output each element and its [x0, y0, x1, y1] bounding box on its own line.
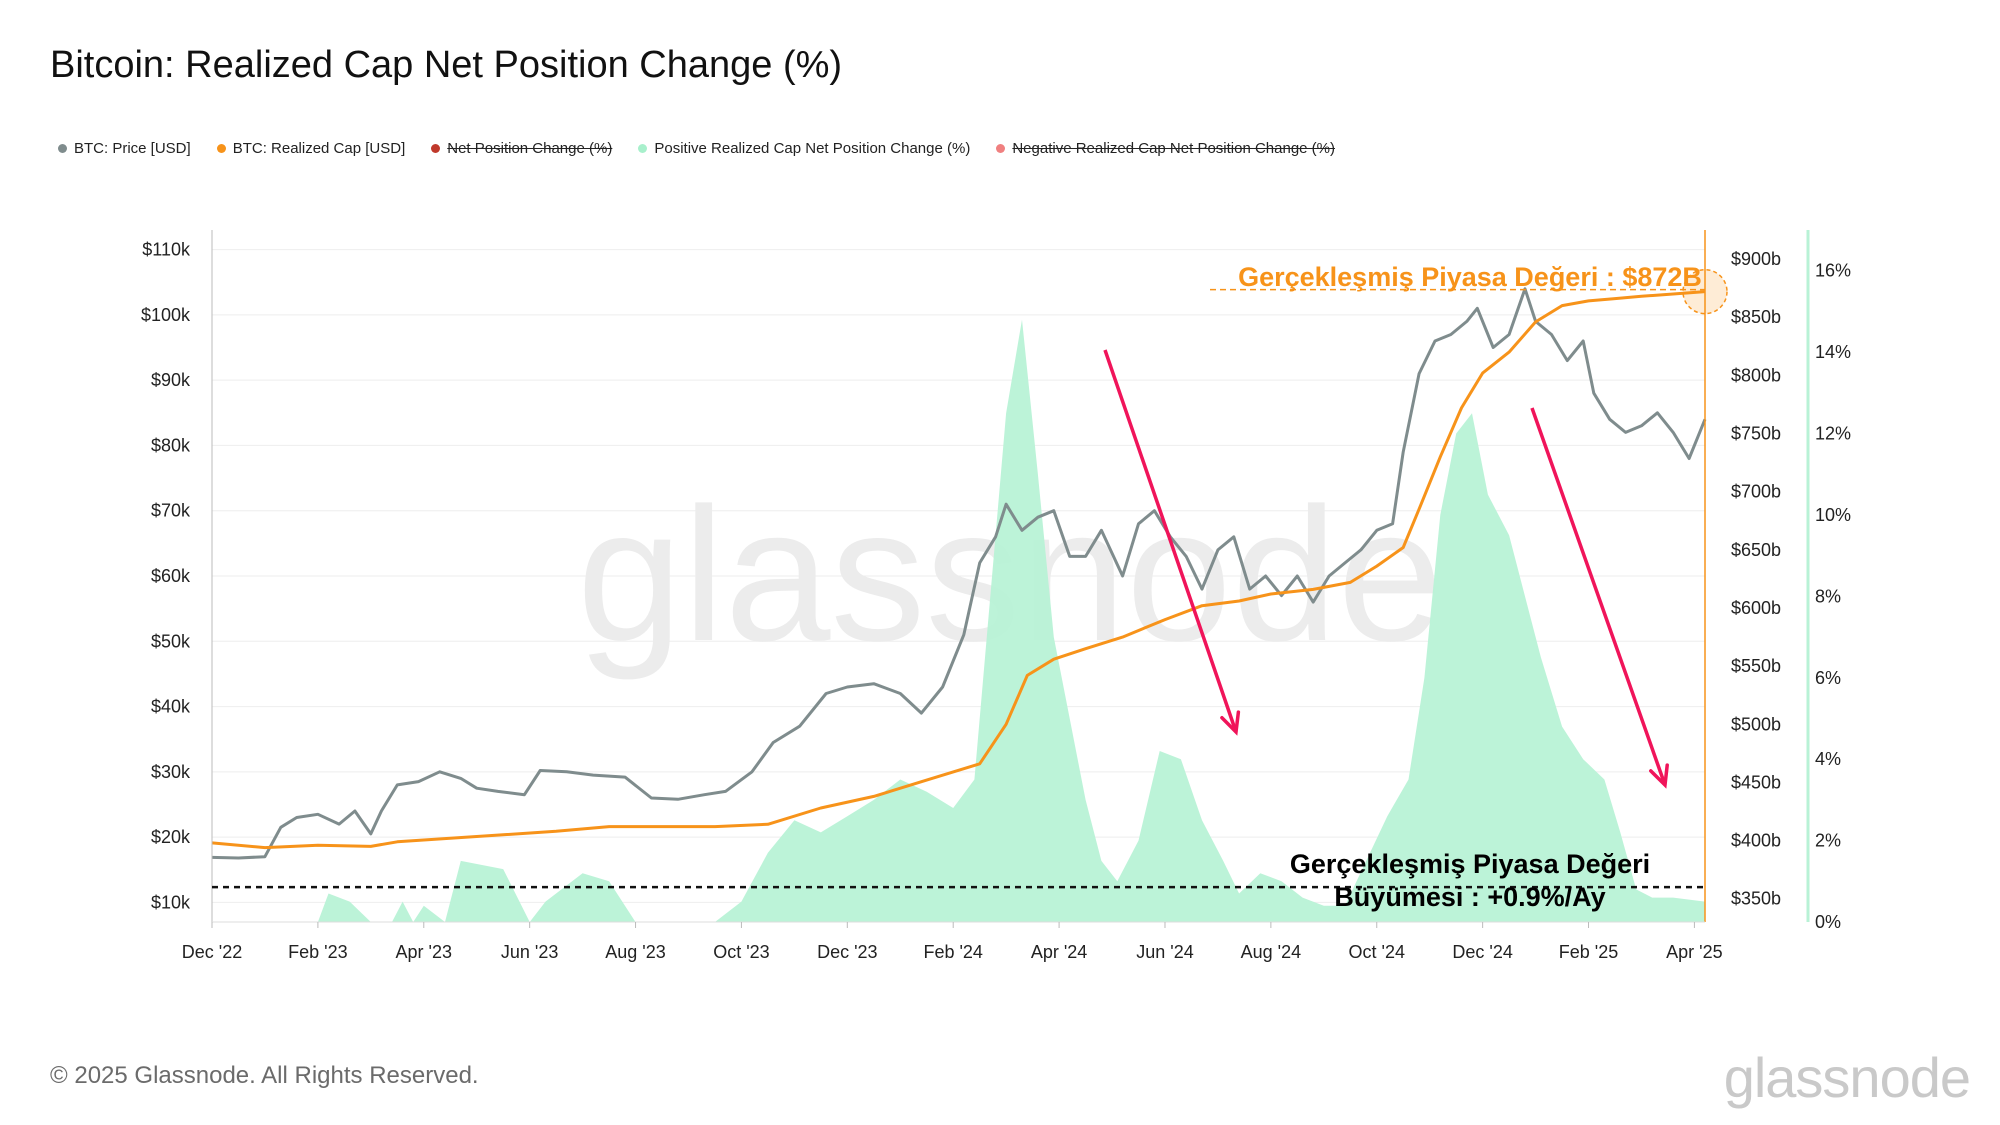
y-left-tick-label: $40k: [151, 697, 191, 717]
x-tick-label: Oct '23: [713, 942, 769, 962]
growth-annotation-line1: Gerçekleşmiş Piyasa Değeri: [1290, 849, 1650, 879]
y-right-tick-label: 16%: [1815, 261, 1851, 281]
y-mid-tick-label: $350b: [1731, 889, 1781, 909]
y-mid-tick-label: $450b: [1731, 772, 1781, 792]
x-tick-label: Oct '24: [1349, 942, 1405, 962]
x-tick-label: Jun '23: [501, 942, 558, 962]
trend-arrow-icon: [1530, 407, 1667, 786]
y-right-tick-label: 14%: [1815, 342, 1851, 362]
legend-dot-icon: [58, 144, 67, 153]
y-mid-tick-label: $750b: [1731, 424, 1781, 444]
y-mid-tick-label: $850b: [1731, 307, 1781, 327]
trend-arrow-icon-head: [1220, 710, 1241, 736]
y-mid-tick-label: $800b: [1731, 365, 1781, 385]
copyright-text: © 2025 Glassnode. All Rights Reserved.: [50, 1062, 479, 1089]
price-line: [211, 287, 1707, 860]
x-tick-label: Aug '24: [1241, 942, 1302, 962]
y-left-tick-label: $50k: [151, 631, 191, 651]
y-right-tick-label: 6%: [1815, 668, 1841, 688]
trend-arrow-icon-head: [1649, 763, 1669, 789]
x-tick-label: Apr '24: [1031, 942, 1087, 962]
y-left-tick-label: $80k: [151, 435, 191, 455]
positive-change-area: [212, 319, 1705, 923]
chart-legend: BTC: Price [USD] BTC: Realized Cap [USD]…: [58, 140, 1335, 157]
y-left-tick-label: $20k: [151, 827, 191, 847]
legend-dot-icon: [996, 144, 1006, 153]
legend-dot-icon: [638, 144, 648, 153]
brand-logo: glassnode: [1723, 1046, 1971, 1109]
y-mid-tick-label: $700b: [1731, 482, 1781, 502]
x-tick-label: Apr '23: [396, 942, 452, 962]
legend-label: Positive Realized Cap Net Position Chang…: [654, 140, 971, 157]
realized-cap-annotation: Gerçekleşmiş Piyasa Değeri : $872B: [1238, 262, 1702, 292]
y-mid-tick-label: $900b: [1731, 249, 1781, 269]
y-right-tick-label: 2%: [1815, 831, 1841, 851]
y-right-tick-label: 0%: [1815, 912, 1841, 932]
x-tick-label: Feb '24: [923, 942, 982, 962]
x-tick-label: Aug '23: [605, 942, 666, 962]
y-left-tick-label: $90k: [151, 370, 191, 390]
legend-label: Net Position Change (%): [447, 140, 613, 157]
legend-item-positive-change[interactable]: Positive Realized Cap Net Position Chang…: [638, 140, 970, 157]
realized-cap-highlight-circle: [1682, 268, 1728, 315]
y-right-tick-label: 10%: [1815, 505, 1851, 525]
legend-item-negative-change[interactable]: Negative Realized Cap Net Position Chang…: [996, 140, 1335, 157]
legend-label: BTC: Price [USD]: [74, 140, 191, 157]
y-mid-tick-label: $550b: [1731, 656, 1781, 676]
legend-item-realized-cap[interactable]: BTC: Realized Cap [USD]: [216, 140, 406, 157]
legend-label: Negative Realized Cap Net Position Chang…: [1012, 140, 1336, 157]
y-left-tick-label: $60k: [151, 566, 191, 586]
y-left-tick-label: $70k: [151, 501, 191, 521]
y-mid-tick-label: $400b: [1731, 831, 1781, 851]
y-right-tick-label: 4%: [1815, 749, 1841, 769]
y-left-tick-label: $30k: [151, 762, 191, 782]
y-mid-tick-label: $600b: [1731, 598, 1781, 618]
trend-arrow-icon: [1103, 349, 1238, 733]
x-tick-label: Dec '24: [1452, 942, 1512, 962]
legend-item-price[interactable]: BTC: Price [USD]: [58, 140, 191, 157]
legend-dot-icon: [216, 144, 226, 153]
x-tick-label: Dec '23: [817, 942, 877, 962]
legend-dot-icon: [431, 144, 441, 153]
legend-label: BTC: Realized Cap [USD]: [232, 140, 406, 157]
chart-title: Bitcoin: Realized Cap Net Position Chang…: [50, 44, 843, 86]
x-tick-label: Jun '24: [1136, 942, 1193, 962]
legend-item-net-position[interactable]: Net Position Change (%): [431, 140, 612, 157]
y-left-tick-label: $10k: [151, 892, 191, 912]
x-tick-label: Feb '23: [288, 942, 347, 962]
y-right-tick-label: 8%: [1815, 586, 1841, 606]
y-mid-tick-label: $500b: [1731, 714, 1781, 734]
y-left-tick-label: $100k: [141, 305, 191, 325]
y-left-tick-label: $110k: [142, 240, 191, 260]
y-right-tick-label: 12%: [1815, 424, 1851, 444]
x-tick-label: Apr '25: [1666, 942, 1722, 962]
growth-annotation-line2: Büyümesi : +0.9%/Ay: [1334, 882, 1605, 912]
x-tick-label: Feb '25: [1559, 942, 1618, 962]
x-tick-label: Dec '22: [182, 942, 242, 962]
realized-cap-line: [211, 290, 1706, 850]
y-mid-tick-label: $650b: [1731, 540, 1781, 560]
